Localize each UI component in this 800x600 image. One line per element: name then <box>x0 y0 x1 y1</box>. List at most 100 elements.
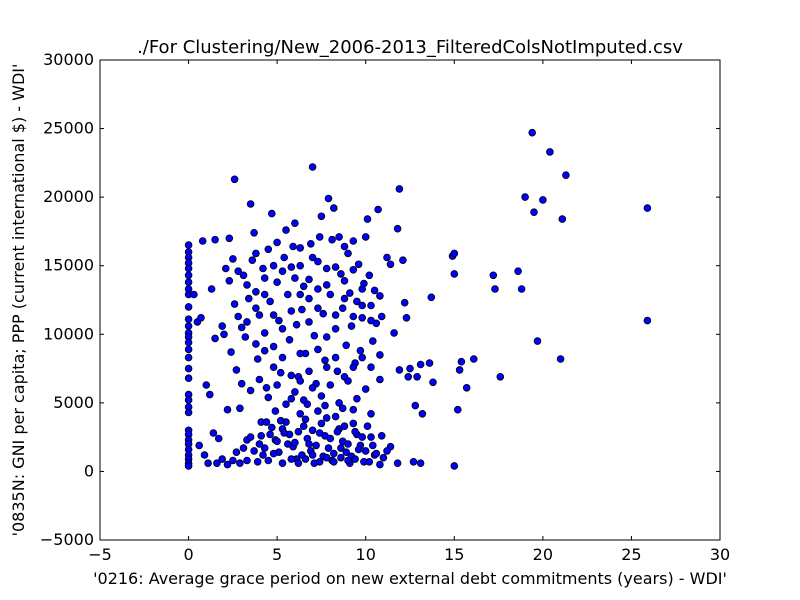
data-point <box>305 440 313 448</box>
data-point <box>305 318 313 326</box>
data-point <box>278 353 287 362</box>
data-point <box>314 304 322 313</box>
data-point <box>351 455 359 463</box>
data-point <box>379 453 388 462</box>
data-point <box>361 233 370 241</box>
data-point <box>450 249 459 258</box>
data-point <box>314 285 322 293</box>
data-point <box>383 447 391 455</box>
data-point <box>276 368 285 377</box>
data-point <box>353 394 361 403</box>
data-point <box>386 260 395 269</box>
data-point <box>533 337 542 345</box>
data-point <box>184 364 193 373</box>
data-point <box>255 311 264 319</box>
data-point <box>376 292 384 300</box>
data-point <box>363 422 372 431</box>
data-point <box>416 459 425 468</box>
data-point <box>264 456 273 465</box>
data-point <box>287 263 296 271</box>
data-point <box>562 171 570 180</box>
data-point <box>514 267 522 276</box>
data-point <box>197 313 205 322</box>
data-point <box>246 386 255 395</box>
data-point <box>252 304 260 313</box>
data-point <box>308 426 317 435</box>
data-point <box>184 408 193 417</box>
x-tick-label: 5 <box>272 545 282 564</box>
data-point <box>296 261 305 270</box>
data-point <box>252 287 260 296</box>
data-point <box>184 264 193 273</box>
x-tick-label: 0 <box>183 545 193 564</box>
data-point <box>296 290 305 299</box>
data-point <box>528 128 536 137</box>
data-point <box>292 320 301 329</box>
data-point <box>285 335 294 344</box>
data-point <box>195 441 204 450</box>
data-point <box>301 415 310 424</box>
data-point <box>211 235 219 244</box>
data-point <box>243 318 251 326</box>
data-point <box>234 312 243 321</box>
data-point <box>521 193 529 201</box>
data-point <box>425 359 434 367</box>
data-point <box>367 363 375 372</box>
data-point <box>335 399 343 407</box>
x-axis-ticks: −5 0 5 10 15 20 25 30 <box>88 60 730 564</box>
data-point <box>184 303 193 311</box>
data-point <box>372 449 381 458</box>
data-point <box>237 323 246 332</box>
data-point <box>301 455 310 463</box>
data-point <box>257 431 266 440</box>
data-point <box>376 351 384 359</box>
data-point <box>337 444 345 452</box>
y-tick-label: 10000 <box>43 324 94 343</box>
data-point <box>213 459 221 468</box>
data-point <box>383 253 391 262</box>
data-point <box>202 381 211 389</box>
data-point <box>269 261 278 270</box>
data-point <box>367 433 375 441</box>
data-point <box>345 289 354 297</box>
data-point <box>429 378 437 387</box>
data-point <box>260 346 269 355</box>
data-point <box>275 316 283 325</box>
data-point <box>377 431 386 440</box>
data-point <box>259 451 267 459</box>
data-point <box>248 256 257 265</box>
data-point <box>291 219 299 228</box>
data-point <box>324 194 333 203</box>
data-point <box>294 459 303 468</box>
data-point <box>393 459 402 468</box>
data-point <box>305 275 313 284</box>
data-point <box>214 434 223 443</box>
data-point <box>218 455 227 463</box>
data-point <box>400 298 409 307</box>
x-tick-label: −5 <box>88 545 112 564</box>
data-point <box>264 393 273 402</box>
data-point <box>315 457 324 466</box>
data-point <box>267 423 276 432</box>
data-point <box>229 255 237 263</box>
data-point <box>376 460 384 469</box>
data-point <box>329 457 338 466</box>
data-point <box>298 305 306 314</box>
data-point <box>269 363 278 372</box>
data-point <box>267 209 276 218</box>
y-tick-label: −5000 <box>40 530 94 549</box>
data-point <box>370 286 379 295</box>
data-point <box>333 427 342 436</box>
data-point <box>276 416 285 425</box>
data-point <box>291 388 299 396</box>
data-point <box>314 257 322 266</box>
data-point <box>416 360 425 369</box>
data-point <box>206 390 214 399</box>
data-point <box>287 307 296 315</box>
data-point <box>354 260 363 269</box>
data-point <box>462 383 471 392</box>
data-point <box>326 434 335 443</box>
data-point <box>367 316 375 325</box>
y-tick-label: 25000 <box>43 119 94 138</box>
